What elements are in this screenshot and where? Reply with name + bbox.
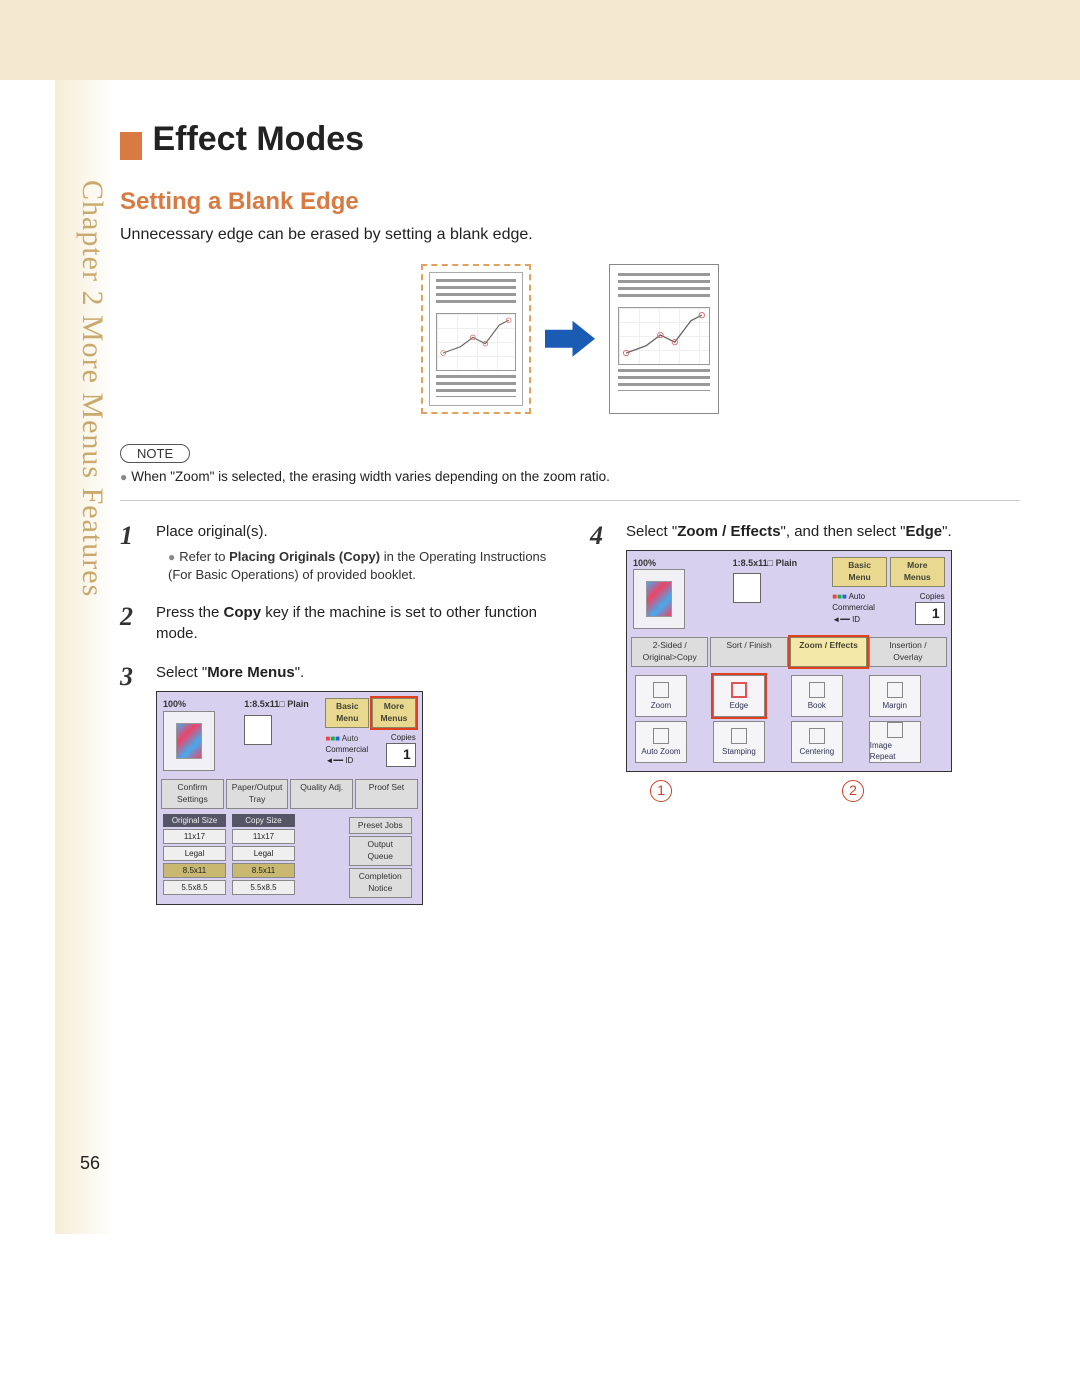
proof-button[interactable]: Proof Set bbox=[355, 779, 418, 809]
paper-tray-button[interactable]: Paper/Output Tray bbox=[226, 779, 289, 809]
centering-button[interactable]: Centering bbox=[791, 721, 843, 763]
zoom-label: 100% bbox=[633, 557, 727, 570]
basic-menu-button[interactable]: Basic Menu bbox=[832, 557, 887, 587]
copy-size-header: Copy Size bbox=[232, 814, 295, 827]
paper-label: 1:8.5x11□ Plain bbox=[244, 698, 319, 711]
quality-button[interactable]: Quality Adj. bbox=[290, 779, 353, 809]
screenshot-more-menus: 100% 1:8.5x11□ Plain Basic Menu bbox=[156, 691, 423, 905]
confirm-settings-button[interactable]: Confirm Settings bbox=[161, 779, 224, 809]
size-button[interactable]: 11x17 bbox=[163, 829, 226, 844]
completion-button[interactable]: Completion Notice bbox=[349, 868, 412, 898]
basic-menu-button[interactable]: Basic Menu bbox=[325, 698, 369, 728]
arrow-pad[interactable] bbox=[244, 715, 272, 745]
step-number: 4 bbox=[590, 521, 614, 802]
margin-button[interactable]: Margin bbox=[869, 675, 921, 717]
annotation-marker: 1 bbox=[650, 780, 672, 802]
separator bbox=[120, 500, 1020, 501]
edge-erase-diagram bbox=[120, 264, 1020, 414]
title-accent bbox=[120, 132, 142, 160]
note-badge: NOTE bbox=[120, 444, 190, 463]
book-button[interactable]: Book bbox=[791, 675, 843, 717]
copies-count: 1 bbox=[915, 602, 945, 626]
step-number: 3 bbox=[120, 662, 144, 905]
step-text: Select "Zoom / Effects", and then select… bbox=[626, 521, 952, 542]
size-button[interactable]: 8.5x11 bbox=[163, 863, 226, 878]
more-menus-button[interactable]: More Menus bbox=[372, 698, 416, 728]
right-column: 4 Select "Zoom / Effects", and then sele… bbox=[590, 521, 1020, 923]
tab-sort[interactable]: Sort / Finish bbox=[710, 637, 787, 667]
arrow-icon bbox=[545, 321, 595, 357]
copies-count: 1 bbox=[386, 743, 416, 767]
section-heading: Setting a Blank Edge bbox=[120, 188, 1020, 216]
step-number: 2 bbox=[120, 602, 144, 644]
step-number: 1 bbox=[120, 521, 144, 584]
top-band bbox=[0, 0, 1080, 80]
preview-thumb bbox=[163, 711, 215, 771]
intro-text: Unnecessary edge can be erased by settin… bbox=[120, 226, 1020, 244]
auto-zoom-button[interactable]: Auto Zoom bbox=[635, 721, 687, 763]
screenshot-zoom-effects: 100% 1:8.5x11□ Plain Basic Menu bbox=[626, 550, 952, 772]
stamping-button[interactable]: Stamping bbox=[713, 721, 765, 763]
size-button[interactable]: Legal bbox=[163, 846, 226, 861]
doc-before bbox=[421, 264, 531, 414]
more-menus-button[interactable]: More Menus bbox=[890, 557, 945, 587]
arrow-pad[interactable] bbox=[733, 573, 761, 603]
tab-2sided[interactable]: 2-Sided / Original>Copy bbox=[631, 637, 708, 667]
image-repeat-button[interactable]: Image Repeat bbox=[869, 721, 921, 763]
page-title-row: Effect Modes bbox=[120, 120, 1020, 160]
original-size-header: Original Size bbox=[163, 814, 226, 827]
preview-thumb bbox=[633, 569, 685, 629]
output-queue-button[interactable]: Output Queue bbox=[349, 836, 412, 866]
step-text: Place original(s). bbox=[156, 523, 268, 540]
doc-after bbox=[609, 264, 719, 414]
page-title: Effect Modes bbox=[152, 120, 364, 158]
edge-button[interactable]: Edge bbox=[713, 675, 765, 717]
size-button[interactable]: 11x17 bbox=[232, 829, 295, 844]
page: Chapter 2 More Menus Features Effect Mod… bbox=[0, 80, 1080, 1234]
size-button[interactable]: 5.5x8.5 bbox=[163, 880, 226, 895]
annotation-row: 1 2 bbox=[626, 780, 952, 802]
zoom-button[interactable]: Zoom bbox=[635, 675, 687, 717]
paper-label: 1:8.5x11□ Plain bbox=[733, 557, 827, 570]
step-text: Press the Copy key if the machine is set… bbox=[156, 602, 550, 644]
preset-jobs-button[interactable]: Preset Jobs bbox=[349, 817, 412, 835]
tab-zoom-effects[interactable]: Zoom / Effects bbox=[790, 637, 867, 667]
page-number: 56 bbox=[80, 1153, 1020, 1174]
zoom-label: 100% bbox=[163, 698, 238, 711]
left-column: 1 Place original(s). ●Refer to Placing O… bbox=[120, 521, 550, 923]
note-text: ●When "Zoom" is selected, the erasing wi… bbox=[120, 469, 1020, 484]
chapter-label: Chapter 2 More Menus Features bbox=[75, 180, 109, 597]
tab-insertion[interactable]: Insertion / Overlay bbox=[869, 637, 946, 667]
size-button[interactable]: 5.5x8.5 bbox=[232, 880, 295, 895]
step-text: Select "More Menus". bbox=[156, 662, 423, 683]
size-button[interactable]: Legal bbox=[232, 846, 295, 861]
step-subnote: ●Refer to Placing Originals (Copy) in th… bbox=[156, 548, 550, 584]
annotation-marker: 2 bbox=[842, 780, 864, 802]
size-button[interactable]: 8.5x11 bbox=[232, 863, 295, 878]
